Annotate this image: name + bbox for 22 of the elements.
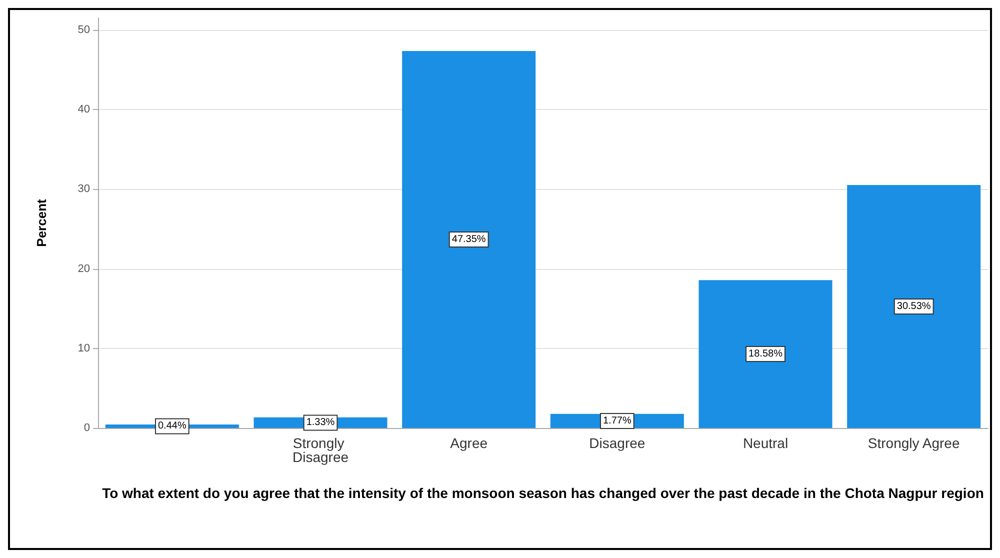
y-tick-label: 10 [78,342,90,354]
x-tick-label: Strongly Agree [868,435,960,451]
x-tick-label: Neutral [742,435,788,451]
y-tick-label: 50 [78,24,90,36]
data-label: 30.53% [896,300,931,312]
y-tick-label: 30 [78,183,90,196]
bar [698,280,832,428]
x-tick-label: Strongly Disagree [292,435,349,465]
y-axis-title: Percent [34,198,49,247]
data-label: 1.33% [306,417,335,428]
y-tick-label: 0 [84,422,90,434]
x-axis-title: To what extent do you agree that the intensity of the monsoon season has changed over the past decade in the Chota Nagpur region [102,485,984,501]
data-label: 1.77% [602,415,632,426]
bar [402,51,536,428]
x-tick-label: Agree [450,435,488,451]
bar [847,184,981,428]
data-label: 47.35% [452,234,486,246]
data-label: 18.58% [748,348,783,360]
y-tick-label: 20 [78,262,90,275]
y-tick-label: 40 [78,104,90,116]
x-tick-label: Disagree [589,435,646,451]
data-label: 0.44% [158,420,186,432]
